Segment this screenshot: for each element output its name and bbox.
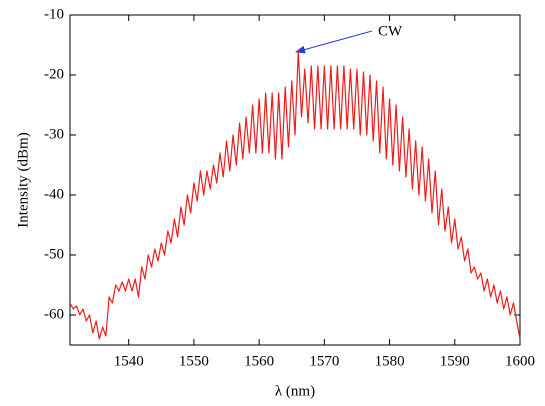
y-tick-label: -30	[44, 126, 64, 142]
y-tick-label: -10	[44, 6, 64, 22]
x-tick-label: 1590	[440, 353, 470, 369]
x-tick-label: 1580	[375, 353, 405, 369]
y-tick-label: -50	[44, 246, 64, 262]
annotation: CW	[378, 23, 403, 39]
y-axis-label: Intensity (dBm)	[15, 132, 31, 227]
x-tick-label: 1570	[309, 353, 339, 369]
x-tick-label: 1550	[179, 353, 209, 369]
y-tick-label: -40	[44, 186, 64, 202]
x-tick-label: 1540	[114, 353, 144, 369]
plot-frame	[69, 14, 521, 346]
annotation-arrow	[295, 30, 373, 54]
x-axis-label: λ (nm)	[275, 383, 315, 399]
spectrum-line	[69, 50, 521, 340]
x-tick-label: 1560	[244, 353, 274, 369]
y-tick-label: -20	[44, 66, 64, 82]
y-tick-label: -60	[44, 306, 64, 322]
x-tick-label: 1600	[505, 353, 535, 369]
